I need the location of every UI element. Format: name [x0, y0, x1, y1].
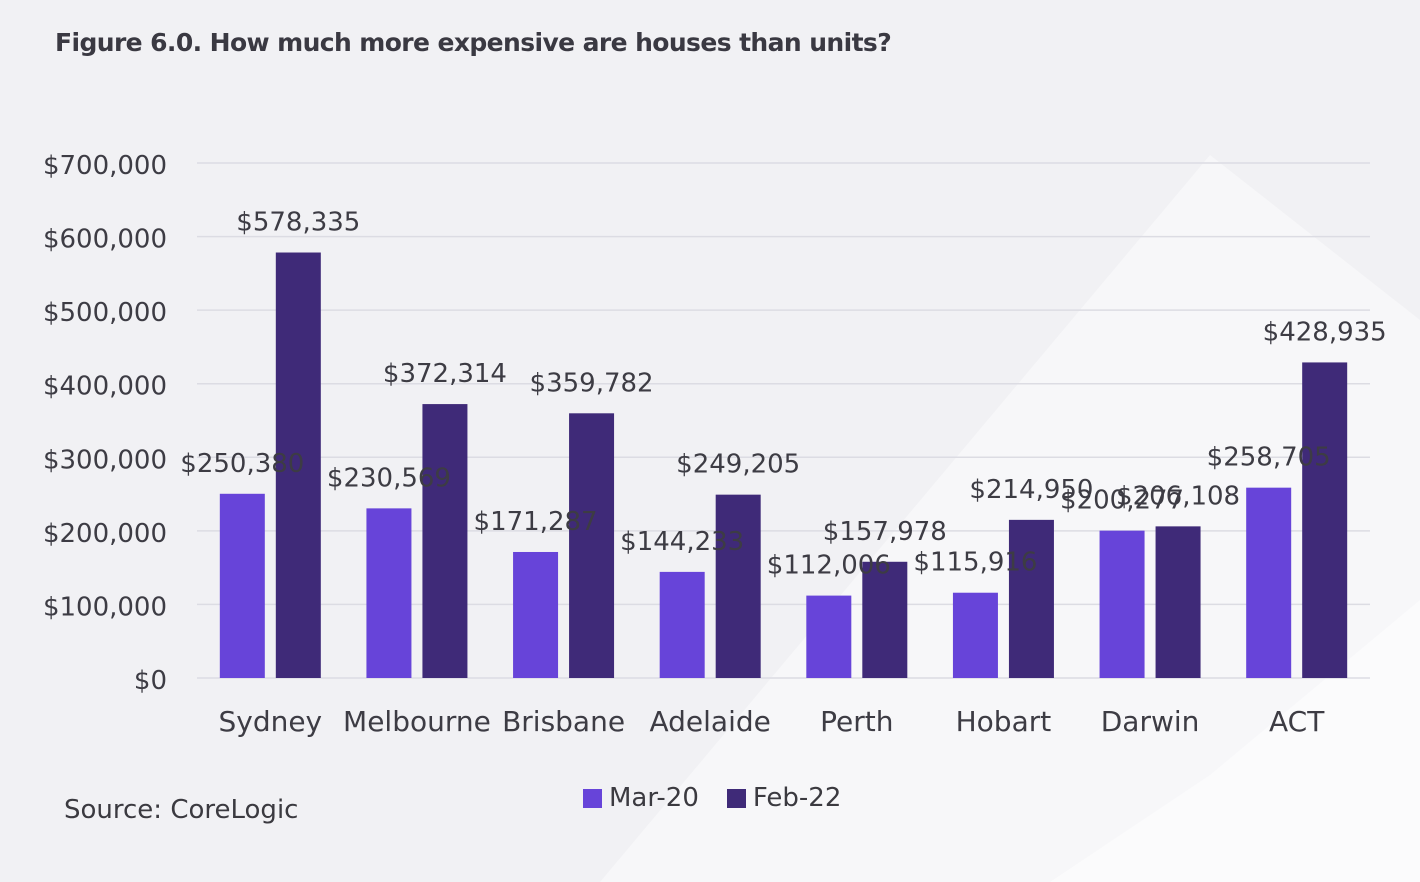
category-label: Melbourne — [343, 705, 491, 738]
category-label: Brisbane — [502, 705, 625, 738]
y-tick-label: $700,000 — [43, 151, 167, 181]
data-label: $112,006 — [767, 551, 891, 581]
y-axis-ticks: $0 $100,000 $200,000 $300,000 $400,000 $500,0… — [43, 151, 167, 696]
data-label: $258,705 — [1207, 443, 1331, 473]
legend-label-feb-22: Feb-22 — [752, 783, 842, 813]
bar-feb-22-brisbane — [569, 413, 615, 678]
y-tick-label: $0 — [134, 666, 167, 696]
source-note: Source: CoreLogic — [64, 795, 299, 825]
data-label: $359,782 — [530, 368, 654, 398]
bar-mar-20-darwin — [1099, 530, 1145, 678]
data-label: $372,314 — [383, 359, 507, 389]
y-tick-label: $600,000 — [43, 225, 167, 255]
data-label: $250,380 — [180, 449, 304, 479]
data-label: $249,205 — [676, 450, 800, 480]
data-label: $230,569 — [327, 463, 451, 493]
bar-feb-22-hobart — [1008, 519, 1054, 678]
chart-title: Figure 6.0. How much more expensive are … — [55, 28, 892, 57]
data-label: $115,916 — [913, 548, 1037, 578]
bar-mar-20-adelaide — [659, 571, 705, 678]
y-tick-label: $500,000 — [43, 298, 167, 328]
category-label: Hobart — [956, 705, 1052, 738]
category-label: ACT — [1269, 705, 1325, 738]
bar-mar-20-perth — [806, 595, 852, 678]
bar-mar-20-brisbane — [513, 551, 559, 678]
data-label: $428,935 — [1263, 317, 1387, 347]
bar-feb-22-perth — [862, 561, 908, 678]
x-axis-categories: Sydney Melbourne Brisbane Adelaide Perth Hoba… — [218, 705, 1325, 738]
data-label: $144,233 — [620, 527, 744, 557]
data-label: $214,950 — [969, 475, 1093, 505]
data-label: $157,978 — [823, 517, 947, 547]
data-labels: $250,380 $578,335 $230,569 $372,314 $171,287… — [180, 208, 1386, 581]
bar-mar-20-act — [1246, 487, 1292, 678]
y-tick-label: $300,000 — [43, 445, 167, 475]
category-label: Darwin — [1101, 705, 1200, 738]
bar-feb-22-sydney — [275, 252, 321, 678]
data-label: $200,277 — [1060, 486, 1184, 516]
y-tick-label: $400,000 — [43, 372, 167, 402]
bar-feb-22-act — [1302, 362, 1348, 678]
category-label: Perth — [820, 705, 893, 738]
legend: Mar-20 Feb-22 — [583, 783, 869, 813]
legend-swatch-feb-22 — [726, 788, 746, 808]
bars — [219, 252, 1348, 678]
category-label: Adelaide — [649, 705, 770, 738]
category-label: Sydney — [218, 705, 322, 738]
bar-feb-22-melbourne — [422, 404, 468, 678]
bar-mar-20-hobart — [952, 592, 998, 678]
data-label: $578,335 — [236, 208, 360, 238]
bar-feb-22-darwin — [1155, 526, 1201, 678]
legend-item-mar-20: Mar-20 — [583, 783, 699, 813]
legend-label-mar-20: Mar-20 — [609, 783, 699, 813]
legend-item-feb-22: Feb-22 — [726, 783, 842, 813]
legend-swatch-mar-20 — [583, 788, 602, 808]
bar-mar-20-sydney — [219, 493, 265, 678]
data-label: $206,108 — [1116, 481, 1240, 511]
y-tick-label: $200,000 — [43, 519, 167, 549]
y-tick-label: $100,000 — [43, 592, 167, 622]
bar-mar-20-melbourne — [366, 508, 412, 678]
bar-feb-22-adelaide — [715, 494, 761, 678]
data-label: $171,287 — [474, 507, 598, 537]
